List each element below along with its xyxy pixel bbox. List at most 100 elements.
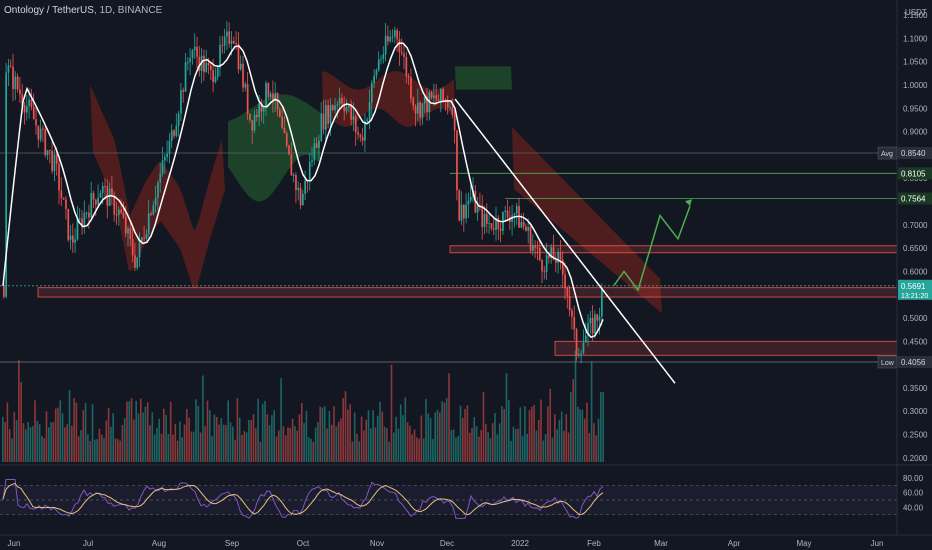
y-tick-label: 0.9500 — [903, 104, 928, 113]
volume-bar — [459, 405, 462, 462]
candle-body — [260, 103, 263, 112]
volume-bar — [547, 406, 549, 462]
volume-bar — [64, 427, 66, 462]
volume-bar — [586, 402, 588, 462]
volume-bar — [41, 435, 43, 462]
volume-bar — [480, 429, 482, 462]
volume-bar — [514, 428, 517, 462]
candle-body — [21, 94, 24, 106]
candle-body — [74, 239, 76, 243]
candle-body — [104, 186, 106, 188]
volume-bar — [590, 361, 593, 462]
volume-bar — [581, 409, 584, 462]
volume-bar — [570, 392, 572, 462]
candle-body — [219, 44, 221, 68]
candle-body — [12, 66, 14, 90]
candle-body — [295, 175, 297, 191]
volume-bar — [381, 411, 384, 462]
volume-bar — [577, 406, 579, 462]
volume-bar — [482, 391, 485, 462]
volume-bar — [473, 417, 476, 462]
volume-bar — [121, 425, 124, 462]
volume-bar — [462, 417, 464, 462]
candle-body — [285, 133, 288, 146]
volume-bar — [284, 435, 287, 462]
zone-rect — [449, 245, 898, 254]
candle-body — [497, 217, 500, 230]
volume-bar — [248, 419, 250, 462]
candle-body — [16, 76, 19, 90]
candle-body — [343, 103, 346, 112]
candle-body — [601, 289, 603, 317]
volume-bar — [455, 437, 457, 462]
y-tick-label: 1.1000 — [903, 34, 928, 43]
candle-body — [180, 90, 182, 114]
price-label-value: 0.8540 — [901, 149, 926, 158]
volume-bar — [324, 406, 326, 462]
candle-body — [272, 93, 274, 100]
candle-body — [536, 247, 539, 249]
candle-body — [479, 204, 481, 206]
volume-bar — [169, 401, 172, 462]
price-label-value: 0.5691 — [901, 282, 926, 291]
candle-body — [161, 160, 164, 174]
volume-bar — [452, 429, 455, 462]
volume-bar — [307, 437, 310, 462]
volume-bar — [558, 419, 561, 462]
candle-body — [442, 88, 444, 101]
volume-bar — [427, 413, 430, 462]
volume-bar — [202, 375, 204, 462]
volume-bar — [20, 382, 22, 462]
price-label-countdown: 13:21:20 — [901, 293, 928, 300]
volume-bar — [119, 440, 121, 462]
volume-bar — [197, 405, 200, 462]
candle-body — [506, 210, 509, 218]
candle-body — [288, 145, 290, 155]
candle-body — [269, 93, 272, 97]
volume-bar — [245, 432, 248, 462]
candle-body — [304, 180, 306, 194]
candle-body — [394, 30, 396, 37]
candle-body — [421, 103, 424, 118]
time-axis[interactable]: Jun Jul Aug Sep Oct Nov Dec 2022 Feb Mar Apr May Jun — [8, 539, 884, 548]
candle-body — [58, 163, 60, 191]
candle-body — [226, 31, 228, 37]
volume-bar — [114, 438, 117, 462]
volume-bar — [510, 440, 512, 462]
candle-body — [451, 107, 454, 115]
candle-body — [499, 229, 502, 231]
candle-body — [377, 59, 380, 71]
volume-bar — [305, 410, 308, 462]
candle-body — [403, 53, 405, 57]
volume-bar — [333, 406, 335, 462]
volume-bar — [151, 412, 154, 462]
volume-bar — [595, 435, 597, 462]
volume-bar — [321, 407, 324, 462]
candle-body — [311, 160, 313, 162]
volume-bar — [468, 432, 471, 462]
volume-bar — [43, 437, 45, 462]
candle-body — [389, 36, 392, 42]
volume-bar — [353, 412, 356, 462]
volume-bar — [565, 414, 568, 462]
candle-body — [334, 105, 336, 111]
candle-body — [320, 113, 323, 141]
candle-body — [417, 102, 419, 114]
volume-bar — [372, 410, 374, 462]
candle-body — [548, 255, 550, 259]
volume-bar — [273, 410, 275, 462]
horizontal-levels — [0, 152, 897, 363]
candle-body — [545, 255, 548, 272]
y-tick-label: 0.2500 — [903, 431, 928, 440]
candle-body — [331, 105, 334, 111]
candle-body — [336, 104, 339, 106]
volume-bar — [434, 412, 436, 462]
volume-bar — [563, 430, 565, 462]
volume-bar — [521, 435, 524, 462]
volume-bar — [31, 426, 34, 462]
candle-body — [382, 54, 385, 59]
candle-body — [433, 95, 435, 98]
volume-bar — [337, 421, 340, 462]
price-label-value: 0.7564 — [901, 195, 926, 204]
